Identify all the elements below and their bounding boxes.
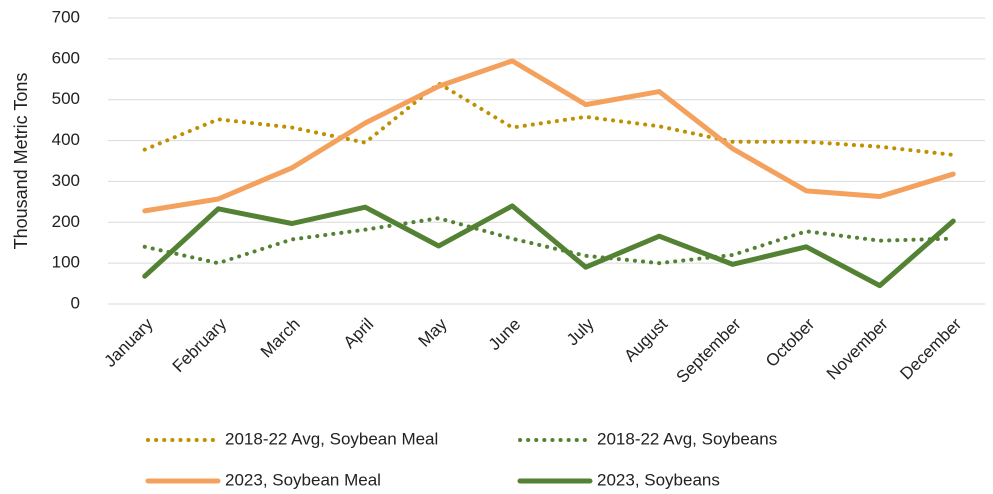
x-tick-label: November <box>823 314 892 383</box>
series-line <box>142 216 956 266</box>
x-tick-label: February <box>169 314 231 376</box>
y-tick-label: 300 <box>52 171 80 190</box>
x-tick-label: October <box>762 314 818 370</box>
x-tick-label: September <box>673 314 745 386</box>
legend-label: 2018-22 Avg, Soybean Meal <box>225 429 438 448</box>
x-tick-label: March <box>257 315 304 362</box>
x-tick-label: May <box>415 314 451 350</box>
y-tick-label: 500 <box>52 89 80 108</box>
x-tick-label: January <box>101 314 158 371</box>
y-axis-title: Thousand Metric Tons <box>11 73 31 250</box>
y-tick-label: 200 <box>52 212 80 231</box>
series-line <box>142 58 956 214</box>
y-tick-label: 100 <box>52 253 80 272</box>
x-tick-label: April <box>340 315 377 352</box>
legend-label: 2023, Soybean Meal <box>225 470 381 489</box>
x-tick-label: June <box>485 315 525 355</box>
x-tick-label: August <box>620 314 671 365</box>
y-tick-label: 600 <box>52 48 80 67</box>
x-tick-label: December <box>896 314 965 383</box>
legend-label: 2023, Soybeans <box>597 470 720 489</box>
y-tick-label: 400 <box>52 130 80 149</box>
x-tick-label: July <box>563 314 598 349</box>
y-tick-label: 0 <box>71 293 80 312</box>
series-line <box>142 80 956 157</box>
series-line <box>142 203 956 289</box>
legend-label: 2018-22 Avg, Soybeans <box>597 429 777 448</box>
y-tick-label: 700 <box>52 7 80 26</box>
